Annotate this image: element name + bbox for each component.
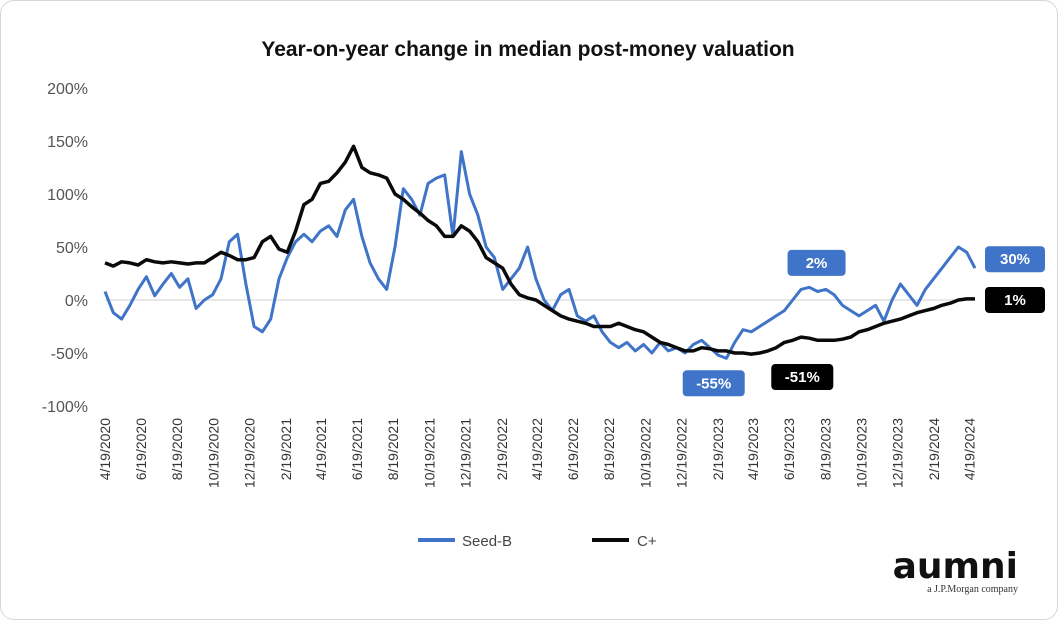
x-tick-label: 10/19/2021 [421, 418, 437, 488]
callout-box [985, 286, 1045, 313]
x-tick-label: 12/19/2020 [241, 418, 257, 488]
x-tick-label: 8/19/2022 [601, 418, 617, 480]
y-tick-label: 150% [47, 134, 88, 151]
x-tick-label: 10/19/2020 [205, 418, 221, 488]
y-axis-labels: 200% 150% 100% 50% 0% -50% -100% [42, 81, 88, 416]
callout-label: -55% [696, 375, 731, 392]
x-tick-label: 2/19/2024 [926, 418, 942, 480]
callout-box [771, 364, 834, 391]
x-tick-label: 6/19/2022 [565, 418, 581, 480]
legend-label-c-plus: C+ [637, 533, 657, 550]
aumni-logo: aumni a J.P.Morgan company [893, 546, 1018, 595]
callout-box [985, 246, 1045, 273]
x-tick-label: 6/19/2021 [349, 418, 365, 480]
callout-box [787, 249, 846, 276]
logo-wordmark: aumni [893, 546, 1018, 587]
x-tick-label: 2/19/2022 [494, 418, 510, 480]
x-tick-label: 8/19/2021 [385, 418, 401, 480]
x-tick-label: 4/19/2022 [529, 418, 545, 480]
x-tick-label: 12/19/2022 [673, 418, 689, 488]
y-tick-label: 50% [56, 240, 88, 257]
y-tick-label: 0% [65, 293, 88, 310]
x-tick-label: 8/19/2023 [817, 418, 833, 480]
y-tick-label: -50% [51, 346, 88, 363]
x-tick-label: 6/19/2020 [133, 418, 149, 480]
callout-box [682, 370, 745, 397]
legend: Seed-B C+ [418, 533, 657, 550]
callout-label: 30% [1000, 251, 1030, 268]
x-tick-label: 10/19/2022 [637, 418, 653, 488]
legend-item-c-plus[interactable]: C+ [592, 533, 657, 550]
data-callouts: 30% 1% 2% -55% -51% [682, 246, 1045, 397]
x-axis-labels: 4/19/2020 6/19/2020 8/19/2020 10/19/2020 12/… [97, 418, 978, 488]
x-tick-label: 8/19/2020 [169, 418, 185, 480]
x-tick-label: 6/19/2023 [781, 418, 797, 480]
y-tick-label: 100% [47, 187, 88, 204]
series-line-seed-b [103, 150, 977, 360]
x-tick-label: 12/19/2021 [457, 418, 473, 488]
y-tick-label: -100% [42, 399, 88, 416]
logo-tagline: a J.P.Morgan company [927, 584, 1018, 595]
callout-label: 2% [806, 255, 828, 272]
legend-item-seed-b[interactable]: Seed-B [418, 533, 512, 550]
callout-label: 1% [1004, 292, 1026, 309]
chart-title: Year-on-year change in median post-money… [261, 38, 794, 61]
series-lines [103, 144, 977, 360]
x-tick-label: 4/19/2024 [962, 418, 978, 480]
legend-label-seed-b: Seed-B [462, 533, 512, 550]
x-tick-label: 10/19/2023 [853, 418, 869, 488]
x-tick-label: 12/19/2023 [889, 418, 905, 488]
x-tick-label: 4/19/2021 [313, 418, 329, 480]
y-tick-label: 200% [47, 81, 88, 98]
x-tick-label: 2/19/2021 [278, 418, 294, 480]
callout-label: -51% [785, 369, 820, 386]
x-tick-label: 4/19/2020 [97, 418, 113, 480]
x-tick-label: 2/19/2023 [710, 418, 726, 480]
series-line-c-plus [104, 144, 975, 356]
x-tick-label: 4/19/2023 [745, 418, 761, 480]
